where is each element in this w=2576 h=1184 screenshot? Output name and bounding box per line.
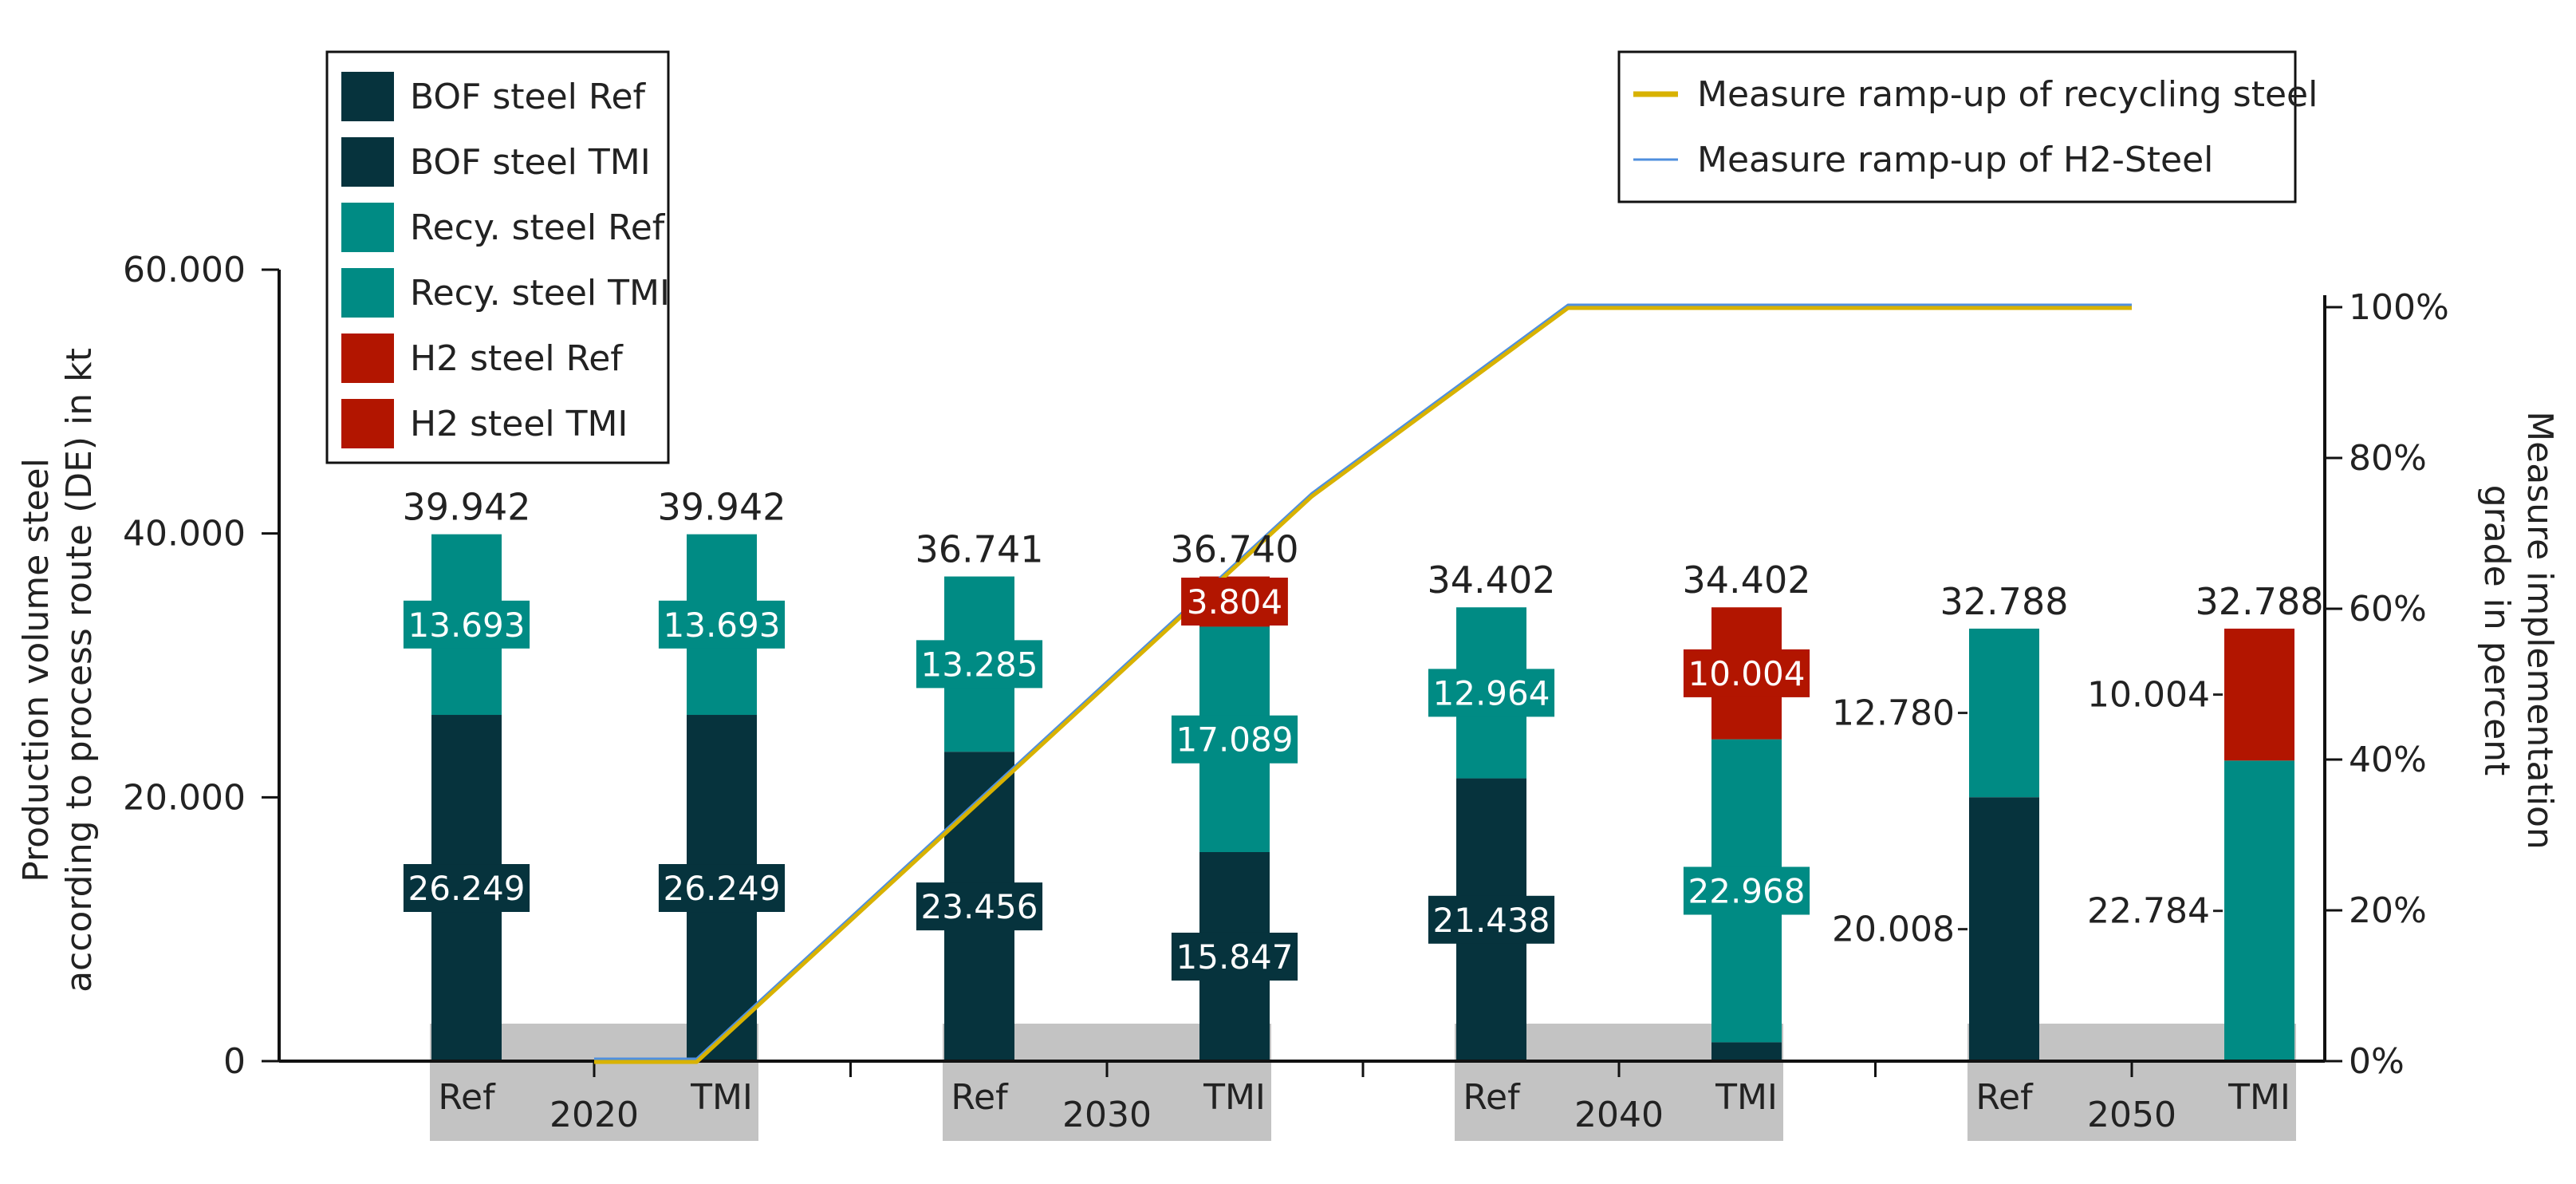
right-y-axis: 0% 20% 40% 60% 80% 100% bbox=[2323, 287, 2449, 1082]
value-label-2050-Ref-recy: 12.780 bbox=[1832, 693, 1955, 734]
bar-2050-TMI-h2 bbox=[2224, 628, 2294, 761]
value-label-2040-TMI-recy: 22.968 bbox=[1688, 871, 1806, 910]
line-h2-steel bbox=[594, 303, 2132, 1060]
value-label-bg bbox=[403, 600, 530, 649]
value-label-bg bbox=[658, 600, 786, 649]
right-axis-title-line1: Measure implementation bbox=[2519, 411, 2560, 850]
legend-label: Recy. steel TMI bbox=[410, 273, 670, 314]
scenario-label-2050-Ref: Ref bbox=[1975, 1077, 2034, 1118]
value-label-2020-TMI-recy: 13.693 bbox=[664, 606, 781, 645]
legend-label: Measure ramp-up of recycling steel bbox=[1697, 74, 2318, 115]
value-label-bg bbox=[916, 640, 1043, 689]
bar-2040-TMI-bof bbox=[1711, 1042, 1782, 1061]
ramp-up-lines bbox=[594, 303, 2132, 1064]
value-label-bg bbox=[1428, 895, 1555, 944]
right-tick-label: 0% bbox=[2349, 1041, 2405, 1082]
right-axis-title: Measure implementation grade in percent bbox=[2476, 411, 2560, 850]
legend-label: BOF steel Ref bbox=[410, 77, 647, 117]
legend-swatch bbox=[341, 137, 394, 187]
scenario-label-2020-TMI: TMI bbox=[690, 1077, 753, 1118]
value-label-bg bbox=[1683, 866, 1810, 915]
right-tick-label: 80% bbox=[2349, 438, 2427, 479]
value-label-bg bbox=[1181, 578, 1288, 626]
value-label-2040-Ref-bof: 21.438 bbox=[1433, 901, 1550, 940]
value-label-2020-Ref-bof: 26.249 bbox=[408, 869, 526, 908]
value-label-2020-Ref-recy: 13.693 bbox=[408, 606, 526, 645]
value-label-bg bbox=[1171, 932, 1298, 981]
legend-swatch bbox=[341, 203, 394, 252]
bar-labels: 2020 Ref 26.249 13.693 39.942 TMI 26.249 13.693… bbox=[403, 486, 2324, 1135]
legend-label: Recy. steel Ref bbox=[410, 207, 666, 248]
scenario-label-2040-TMI: TMI bbox=[1715, 1077, 1778, 1118]
legend-left: BOF steel Ref BOF steel TMI Recy. steel Re… bbox=[325, 50, 670, 464]
legend-label: Measure ramp-up of H2-Steel bbox=[1697, 140, 2213, 180]
legend-label: H2 steel TMI bbox=[410, 404, 628, 444]
value-label-2050-TMI-h2: 10.004 bbox=[2087, 675, 2210, 716]
left-axis-title-line1: Production volume steel bbox=[16, 458, 57, 882]
value-label-bg bbox=[1683, 649, 1810, 697]
value-label-bg bbox=[1428, 669, 1555, 717]
value-label-2050-TMI-recy: 22.784 bbox=[2087, 891, 2210, 932]
scenario-label-2020-Ref: Ref bbox=[438, 1077, 496, 1118]
total-label-2030-Ref: 36.741 bbox=[916, 528, 1044, 571]
legend-swatch bbox=[341, 268, 394, 318]
left-tick-label: 0 bbox=[223, 1041, 246, 1082]
value-label-2030-Ref-bof: 23.456 bbox=[921, 887, 1038, 926]
left-axis-title: Production volume steel according to pro… bbox=[16, 348, 100, 993]
year-label-2020: 2020 bbox=[549, 1095, 639, 1135]
value-label-2050-Ref-bof: 20.008 bbox=[1832, 910, 1955, 950]
value-label-2040-TMI-h2: 10.004 bbox=[1688, 654, 1806, 693]
scenario-label-2050-TMI: TMI bbox=[2227, 1077, 2290, 1118]
total-label-2050-TMI: 32.788 bbox=[2196, 580, 2324, 623]
value-label-2030-TMI-recy: 17.089 bbox=[1176, 720, 1294, 760]
left-tick-label: 40.000 bbox=[123, 514, 246, 555]
line-recycling-steel bbox=[594, 306, 2132, 1064]
value-label-2030-Ref-recy: 13.285 bbox=[921, 645, 1038, 684]
value-label-2040-Ref-recy: 12.964 bbox=[1433, 673, 1550, 712]
value-label-bg bbox=[403, 864, 530, 913]
left-axis-title-line2: according to process route (DE) in kt bbox=[59, 348, 100, 993]
scenario-label-2030-Ref: Ref bbox=[951, 1077, 1009, 1118]
value-label-bg bbox=[658, 864, 786, 913]
right-tick-label: 40% bbox=[2349, 740, 2427, 780]
legend-label: BOF steel TMI bbox=[410, 142, 651, 183]
scenario-label-2040-Ref: Ref bbox=[1463, 1077, 1521, 1118]
value-label-2020-TMI-bof: 26.249 bbox=[664, 869, 781, 908]
legend-label: H2 steel Ref bbox=[410, 338, 624, 379]
total-label-2020-TMI: 39.942 bbox=[658, 486, 786, 529]
scenario-label-2030-TMI: TMI bbox=[1203, 1077, 1266, 1118]
bar-2050-TMI-recy bbox=[2224, 760, 2294, 1061]
value-label-bg bbox=[916, 882, 1043, 931]
legend-swatch bbox=[341, 399, 394, 448]
legend-right-frame bbox=[1617, 50, 2297, 203]
right-tick-label: 20% bbox=[2349, 890, 2427, 931]
year-label-2040: 2040 bbox=[1574, 1095, 1664, 1135]
total-label-2040-Ref: 34.402 bbox=[1428, 558, 1556, 602]
year-label-2030: 2030 bbox=[1062, 1095, 1152, 1135]
total-label-2020-Ref: 39.942 bbox=[403, 486, 531, 529]
legend-right: Measure ramp-up of recycling steel Measur… bbox=[1617, 50, 2318, 203]
left-y-axis: 0 20.000 40.000 60.000 bbox=[123, 250, 281, 1082]
legend-swatch bbox=[341, 72, 394, 121]
left-tick-label: 20.000 bbox=[123, 777, 246, 818]
right-tick-label: 100% bbox=[2349, 287, 2449, 328]
year-label-2050: 2050 bbox=[2087, 1095, 2176, 1135]
x-axis-ticks bbox=[593, 1061, 2133, 1077]
value-label-2030-TMI-h2: 3.804 bbox=[1187, 582, 1282, 622]
bar-2050-Ref-bof bbox=[1969, 797, 2039, 1061]
left-tick-label: 60.000 bbox=[123, 250, 246, 290]
right-tick-label: 60% bbox=[2349, 589, 2427, 629]
legend-swatch bbox=[341, 333, 394, 383]
total-label-2030-TMI: 36.740 bbox=[1171, 528, 1299, 571]
value-label-2030-TMI-bof: 15.847 bbox=[1176, 937, 1294, 977]
bar-2050-Ref-recy bbox=[1969, 628, 2039, 798]
value-label-bg bbox=[1171, 715, 1298, 764]
total-label-2050-Ref: 32.788 bbox=[1940, 580, 2069, 623]
right-axis-title-line2: grade in percent bbox=[2476, 485, 2517, 776]
total-label-2040-TMI: 34.402 bbox=[1683, 558, 1811, 602]
